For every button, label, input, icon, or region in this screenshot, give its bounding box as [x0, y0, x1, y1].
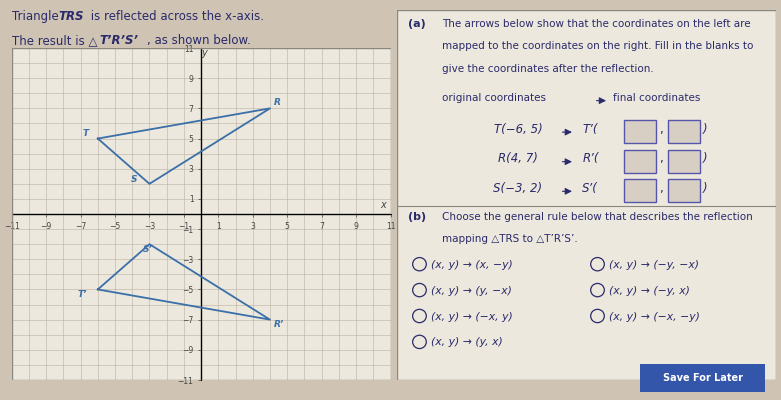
Bar — [668, 150, 700, 173]
Text: S: S — [130, 175, 137, 184]
Text: (x, y) → (y, x): (x, y) → (y, x) — [431, 338, 503, 348]
Text: ,: , — [659, 152, 663, 166]
Text: ,: , — [659, 182, 663, 195]
Text: mapping △TRS to △T’R’S’.: mapping △TRS to △T’R’S’. — [442, 234, 578, 244]
Text: Choose the general rule below that describes the reflection: Choose the general rule below that descr… — [442, 212, 753, 222]
Text: R’(: R’( — [583, 152, 599, 166]
Text: Triangle: Triangle — [12, 10, 62, 23]
Text: y: y — [201, 48, 208, 58]
Text: T: T — [82, 128, 88, 138]
Text: TRS: TRS — [59, 10, 84, 23]
Text: T’(: T’( — [583, 123, 597, 136]
Text: (x, y) → (x, −y): (x, y) → (x, −y) — [431, 260, 512, 270]
Text: (x, y) → (y, −x): (x, y) → (y, −x) — [431, 286, 512, 296]
Text: (b): (b) — [408, 212, 426, 222]
Text: is reflected across the x-axis.: is reflected across the x-axis. — [87, 10, 265, 23]
Bar — [624, 150, 656, 173]
Bar — [12, 48, 390, 380]
Text: x: x — [381, 200, 387, 210]
Text: give the coordinates after the reflection.: give the coordinates after the reflectio… — [442, 64, 654, 74]
Text: R(4, 7): R(4, 7) — [498, 152, 538, 166]
Text: T(−6, 5): T(−6, 5) — [494, 123, 542, 136]
Text: R’: R’ — [273, 320, 284, 329]
Text: (x, y) → (−x, −y): (x, y) → (−x, −y) — [609, 312, 700, 322]
Text: ,: , — [659, 123, 663, 136]
Text: original coordinates: original coordinates — [442, 93, 546, 103]
Text: , as shown below.: , as shown below. — [147, 34, 251, 47]
Text: S(−3, 2): S(−3, 2) — [494, 182, 543, 195]
Text: (x, y) → (−y, x): (x, y) → (−y, x) — [609, 286, 690, 296]
Text: The result is △: The result is △ — [12, 34, 97, 47]
Text: (a): (a) — [408, 19, 426, 29]
Text: ): ) — [703, 123, 708, 136]
Text: final coordinates: final coordinates — [612, 93, 700, 103]
Text: mapped to the coordinates on the right. Fill in the blanks to: mapped to the coordinates on the right. … — [442, 42, 754, 52]
Bar — [624, 180, 656, 202]
Text: (x, y) → (−y, −x): (x, y) → (−y, −x) — [609, 260, 699, 270]
Text: ): ) — [703, 152, 708, 166]
Text: T’: T’ — [77, 290, 87, 299]
Bar — [668, 120, 700, 143]
Text: S’(: S’( — [583, 182, 598, 195]
Text: (x, y) → (−x, y): (x, y) → (−x, y) — [431, 312, 512, 322]
Text: R: R — [273, 98, 280, 107]
Text: Save For Later: Save For Later — [663, 373, 743, 383]
Text: S’: S’ — [143, 245, 152, 254]
Bar — [668, 180, 700, 202]
Text: The arrows below show that the coordinates on the left are: The arrows below show that the coordinat… — [442, 19, 751, 29]
Text: T’R’S’: T’R’S’ — [99, 34, 138, 47]
Bar — [624, 120, 656, 143]
Text: ): ) — [703, 182, 708, 195]
